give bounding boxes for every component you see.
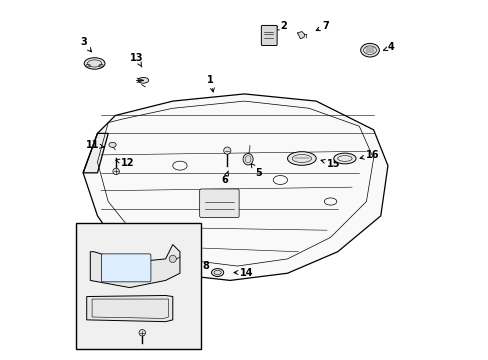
FancyBboxPatch shape — [101, 254, 151, 282]
Text: 12: 12 — [116, 158, 134, 168]
Text: 10: 10 — [132, 297, 154, 307]
Ellipse shape — [99, 64, 103, 67]
Text: 1: 1 — [207, 75, 214, 92]
Circle shape — [223, 147, 230, 154]
Text: 5: 5 — [250, 163, 262, 178]
Polygon shape — [83, 134, 108, 173]
Text: 13: 13 — [130, 53, 143, 67]
Ellipse shape — [86, 64, 90, 67]
Text: 3: 3 — [80, 37, 91, 52]
Ellipse shape — [360, 43, 379, 57]
FancyBboxPatch shape — [199, 189, 239, 218]
Polygon shape — [83, 94, 387, 280]
Text: 16: 16 — [359, 150, 379, 160]
Polygon shape — [90, 244, 180, 288]
Text: 4: 4 — [383, 42, 394, 52]
FancyBboxPatch shape — [76, 223, 201, 348]
Text: 6: 6 — [221, 171, 228, 185]
Ellipse shape — [333, 153, 355, 164]
Text: 7: 7 — [315, 21, 329, 31]
Polygon shape — [86, 296, 172, 321]
Text: 15: 15 — [320, 159, 340, 169]
Text: 8: 8 — [191, 261, 209, 271]
Ellipse shape — [109, 142, 116, 147]
Text: 2: 2 — [274, 21, 286, 31]
Circle shape — [169, 255, 176, 262]
Ellipse shape — [84, 58, 105, 69]
Ellipse shape — [211, 269, 223, 276]
Ellipse shape — [243, 153, 253, 165]
Text: 9: 9 — [158, 336, 170, 346]
Circle shape — [139, 329, 145, 336]
Circle shape — [113, 168, 119, 175]
Polygon shape — [297, 32, 304, 39]
Ellipse shape — [138, 77, 148, 83]
Text: 14: 14 — [234, 267, 253, 278]
FancyBboxPatch shape — [261, 26, 277, 45]
Ellipse shape — [287, 152, 316, 165]
Text: 11: 11 — [85, 140, 103, 150]
